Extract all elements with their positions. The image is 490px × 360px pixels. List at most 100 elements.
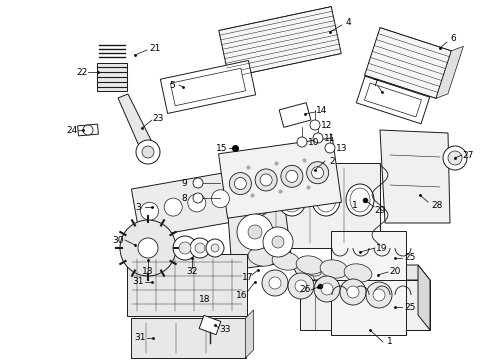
Text: 25: 25 (404, 253, 416, 262)
Polygon shape (160, 60, 256, 113)
Text: 22: 22 (76, 68, 88, 77)
Circle shape (313, 133, 323, 143)
Circle shape (448, 151, 462, 165)
Circle shape (262, 270, 288, 296)
Ellipse shape (282, 188, 302, 212)
Text: 13: 13 (336, 144, 348, 153)
Polygon shape (219, 138, 342, 218)
Circle shape (138, 238, 158, 258)
Text: 18: 18 (199, 296, 211, 305)
Circle shape (373, 289, 385, 301)
Ellipse shape (316, 188, 336, 212)
Circle shape (211, 244, 219, 252)
Text: 32: 32 (186, 267, 197, 276)
Text: 23: 23 (152, 113, 164, 122)
Circle shape (307, 162, 329, 184)
Text: 25: 25 (404, 302, 416, 311)
Ellipse shape (320, 260, 348, 278)
Circle shape (237, 214, 273, 250)
Polygon shape (365, 28, 451, 98)
Polygon shape (131, 172, 239, 238)
Polygon shape (436, 46, 464, 98)
Text: 16: 16 (236, 291, 248, 300)
Text: 17: 17 (242, 274, 254, 283)
Polygon shape (380, 130, 450, 223)
Circle shape (255, 169, 277, 191)
Ellipse shape (344, 264, 372, 282)
Text: 14: 14 (317, 105, 328, 114)
Text: 2: 2 (329, 157, 335, 166)
Ellipse shape (309, 270, 321, 276)
Circle shape (212, 190, 229, 208)
Circle shape (347, 286, 359, 298)
Text: 18: 18 (142, 267, 154, 276)
Text: 5: 5 (169, 81, 175, 90)
Ellipse shape (393, 270, 405, 276)
Circle shape (229, 172, 251, 194)
Circle shape (286, 170, 298, 182)
Polygon shape (77, 124, 98, 136)
Circle shape (120, 220, 176, 276)
Text: 26: 26 (299, 285, 311, 294)
Text: 31: 31 (132, 278, 144, 287)
Circle shape (234, 177, 246, 190)
Text: 8: 8 (181, 194, 187, 202)
Ellipse shape (278, 184, 306, 216)
Circle shape (263, 227, 293, 257)
Ellipse shape (312, 184, 340, 216)
Circle shape (248, 225, 262, 239)
Ellipse shape (248, 248, 276, 266)
Text: 28: 28 (431, 201, 442, 210)
Polygon shape (171, 68, 245, 106)
Polygon shape (365, 83, 421, 117)
Polygon shape (130, 318, 245, 358)
Text: 3: 3 (135, 202, 141, 212)
Circle shape (142, 146, 154, 158)
Polygon shape (279, 103, 311, 127)
Circle shape (325, 143, 335, 153)
Polygon shape (199, 315, 221, 335)
Circle shape (281, 165, 303, 187)
Ellipse shape (296, 256, 324, 274)
Text: 27: 27 (462, 150, 474, 159)
Text: 19: 19 (376, 243, 388, 252)
Text: 4: 4 (345, 18, 351, 27)
Text: 10: 10 (308, 138, 320, 147)
Text: 15: 15 (216, 144, 228, 153)
Text: 9: 9 (181, 179, 187, 188)
Circle shape (190, 238, 210, 258)
Polygon shape (240, 162, 380, 248)
Ellipse shape (365, 270, 377, 276)
Ellipse shape (346, 184, 374, 216)
Polygon shape (219, 6, 341, 77)
Text: 33: 33 (219, 325, 231, 334)
Text: 24: 24 (66, 126, 77, 135)
Circle shape (193, 193, 203, 203)
Text: 29: 29 (374, 206, 386, 215)
Polygon shape (127, 254, 247, 316)
Circle shape (83, 125, 93, 135)
Circle shape (297, 137, 307, 147)
Circle shape (179, 242, 191, 254)
Text: 6: 6 (450, 33, 456, 42)
Text: 1: 1 (387, 338, 393, 346)
Ellipse shape (272, 252, 300, 270)
Polygon shape (330, 279, 406, 334)
Circle shape (188, 194, 206, 212)
Circle shape (366, 282, 392, 308)
Polygon shape (97, 63, 127, 91)
Polygon shape (356, 76, 430, 124)
Text: 7: 7 (372, 78, 378, 87)
Ellipse shape (337, 270, 349, 276)
Polygon shape (300, 280, 430, 330)
Text: 21: 21 (149, 44, 161, 53)
Circle shape (314, 276, 340, 302)
Polygon shape (228, 208, 292, 270)
Polygon shape (418, 265, 430, 330)
Circle shape (288, 273, 314, 299)
Text: 20: 20 (390, 267, 401, 276)
Circle shape (295, 280, 307, 292)
Circle shape (141, 202, 159, 220)
Circle shape (173, 236, 197, 260)
Circle shape (310, 120, 320, 130)
